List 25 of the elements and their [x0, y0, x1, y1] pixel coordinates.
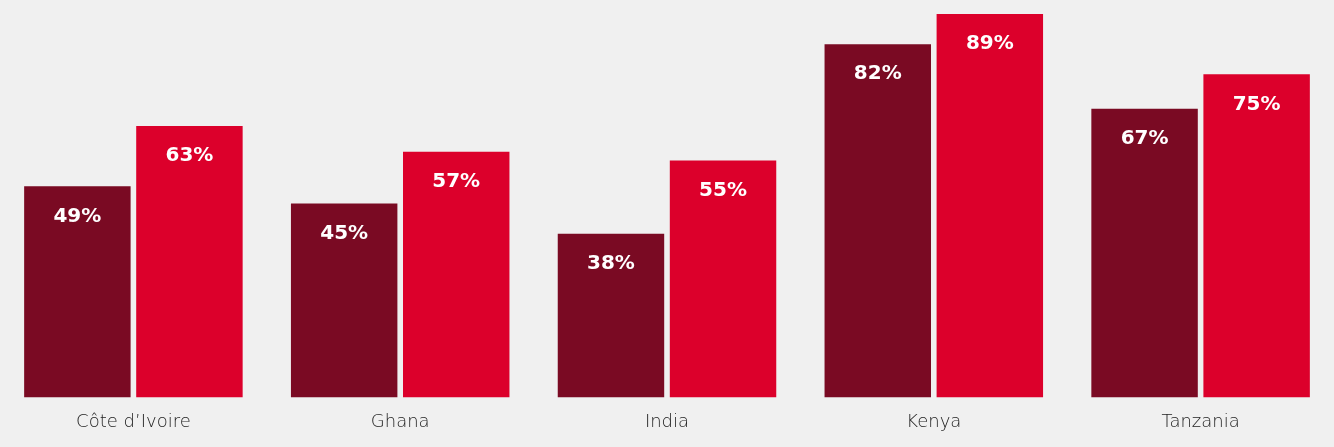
data-label: 45% [320, 219, 369, 244]
x-tick-label: Tanzania [1161, 409, 1240, 431]
data-label: 57% [432, 168, 481, 193]
data-label: 89% [965, 30, 1014, 55]
bar [290, 203, 398, 398]
bar [936, 14, 1044, 398]
data-label: 49% [53, 202, 102, 227]
x-tick-label: Kenya [906, 409, 962, 431]
x-tick-label: Côte d’Ivoire [76, 409, 191, 431]
bar [1091, 108, 1198, 398]
bar [136, 126, 243, 398]
bar [403, 151, 510, 398]
bar [1203, 74, 1310, 398]
data-label: 55% [699, 176, 747, 201]
data-label: 82% [853, 60, 902, 85]
bar [24, 186, 131, 398]
x-tick-label: India [644, 409, 690, 431]
data-label: 38% [587, 249, 635, 274]
bar [557, 233, 665, 398]
bar [824, 44, 931, 398]
data-label: 63% [165, 142, 214, 167]
data-label: 67% [1120, 124, 1169, 149]
bar [669, 160, 777, 398]
data-label: 75% [1232, 90, 1281, 115]
x-tick-label: Ghana [370, 409, 430, 431]
